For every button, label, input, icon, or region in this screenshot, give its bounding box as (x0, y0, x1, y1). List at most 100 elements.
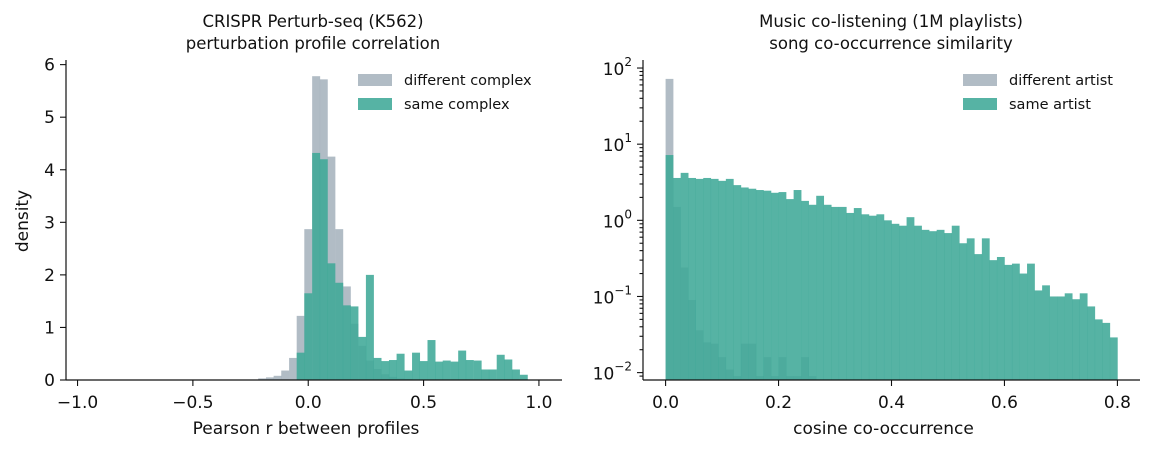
histogram-bar (996, 256, 1005, 380)
histogram-bar (808, 204, 817, 380)
histogram-bar (891, 223, 900, 380)
histogram-bar (1019, 273, 1028, 380)
histogram-bar (929, 231, 937, 380)
histogram-bar (1109, 337, 1118, 380)
histogram-bar (450, 361, 459, 380)
legend-label: different complex (404, 73, 532, 89)
histogram-bar (358, 336, 367, 380)
histogram-bar (427, 340, 436, 380)
histogram-bar (801, 200, 809, 380)
x-tick-label: 0.5 (410, 393, 437, 413)
series-foreground (296, 152, 528, 380)
y-tick-label: 0 (44, 371, 55, 391)
histogram-bar (258, 378, 267, 380)
histogram-bar (1072, 299, 1081, 380)
histogram-bar (778, 192, 787, 380)
legend-label: different artist (1009, 73, 1113, 89)
histogram-bar (1094, 319, 1103, 380)
histogram-bar (511, 369, 520, 380)
histogram-bar (473, 360, 482, 380)
histogram-bar (748, 188, 757, 380)
histogram-bar (266, 377, 274, 380)
x-tick-label: 0.0 (295, 393, 322, 413)
histogram-bar (959, 243, 968, 380)
histogram-bar (342, 305, 351, 380)
histogram-bar (981, 238, 990, 380)
histogram-bar (733, 185, 742, 380)
histogram-bar (823, 204, 832, 380)
histogram-bar (816, 195, 825, 380)
histogram-bar (831, 206, 840, 380)
histogram-bar (1027, 263, 1035, 380)
histogram-bar (793, 190, 802, 380)
legend-label: same complex (404, 97, 510, 113)
histogram-bar (1034, 290, 1043, 380)
y-tick-label: 5 (44, 108, 55, 128)
histogram-bar (936, 229, 945, 380)
histogram-bar (883, 220, 892, 380)
histogram-bar (327, 263, 336, 380)
histogram-bar (373, 357, 382, 380)
histogram-bar (519, 374, 528, 380)
y-tick-label: 10−2 (593, 360, 632, 385)
histogram-bar (1011, 263, 1020, 380)
x-tick-label: 0.6 (991, 393, 1018, 413)
histogram-bar (404, 370, 413, 380)
histogram-bar (273, 375, 282, 380)
legend-swatch (358, 98, 392, 110)
x-tick-label: 0.2 (765, 393, 792, 413)
histogram-bar (296, 352, 305, 380)
histogram-bar (989, 260, 998, 380)
y-tick-label: 3 (44, 213, 55, 233)
histogram-bar (853, 208, 862, 380)
histogram-bar (921, 229, 930, 380)
histogram-bar (381, 361, 390, 380)
histogram-bar (771, 192, 779, 380)
histogram-bar (1064, 293, 1073, 380)
histogram-bar (281, 370, 290, 380)
histogram-bar (838, 206, 847, 380)
legend-swatch (963, 74, 997, 86)
x-tick-label: −0.5 (172, 393, 213, 413)
histogram-bar (1102, 322, 1111, 380)
histogram-bar (740, 187, 749, 380)
x-tick-label: 1.0 (525, 393, 552, 413)
x-tick-label: 0.4 (878, 393, 905, 413)
series-foreground (665, 155, 1118, 380)
histogram-bar (312, 152, 321, 380)
histogram-bar (1042, 285, 1050, 380)
y-tick-label: 4 (44, 161, 55, 181)
histogram-bar (396, 353, 405, 380)
histogram-bar (504, 359, 513, 380)
histogram-bar (296, 315, 305, 380)
histogram-bar (1087, 306, 1096, 380)
histogram-bar (458, 350, 467, 380)
histogram-bar (786, 199, 794, 380)
y-tick-label: 10−1 (593, 283, 632, 308)
histogram-bar (1057, 296, 1065, 380)
histogram-bar (680, 172, 689, 380)
histogram-bar (335, 282, 344, 380)
histogram-bar (899, 225, 907, 380)
histogram-bar (1079, 293, 1088, 380)
histogram-bar (319, 159, 328, 380)
y-tick-label: 102 (603, 55, 632, 80)
histogram-bar (1004, 264, 1013, 380)
legend: different complex same complex (358, 73, 532, 113)
histogram-bar (488, 369, 497, 380)
y-tick-label: 100 (603, 207, 632, 232)
histogram-bar (755, 190, 764, 380)
histogram-bar (951, 225, 960, 380)
histogram-bar (861, 214, 870, 380)
chart-title: Music co-listening (1M playlists) (759, 12, 1023, 31)
x-axis-label: cosine co-occurrence (793, 419, 974, 439)
histogram-bar (365, 274, 374, 380)
chart-subtitle: song co-occurrence similarity (769, 34, 1013, 53)
histogram-bar (876, 214, 885, 380)
x-axis-label: Pearson r between profiles (193, 419, 420, 439)
chart-music-co-listening: 0.0 0.2 0.4 0.6 0.8 10−2 10−1 100 101 102 Music co… (593, 12, 1140, 439)
x-tick-label: 0.0 (652, 393, 679, 413)
histogram-bar (304, 293, 313, 380)
histogram-bar (350, 306, 359, 380)
x-tick-label: −1.0 (57, 393, 98, 413)
